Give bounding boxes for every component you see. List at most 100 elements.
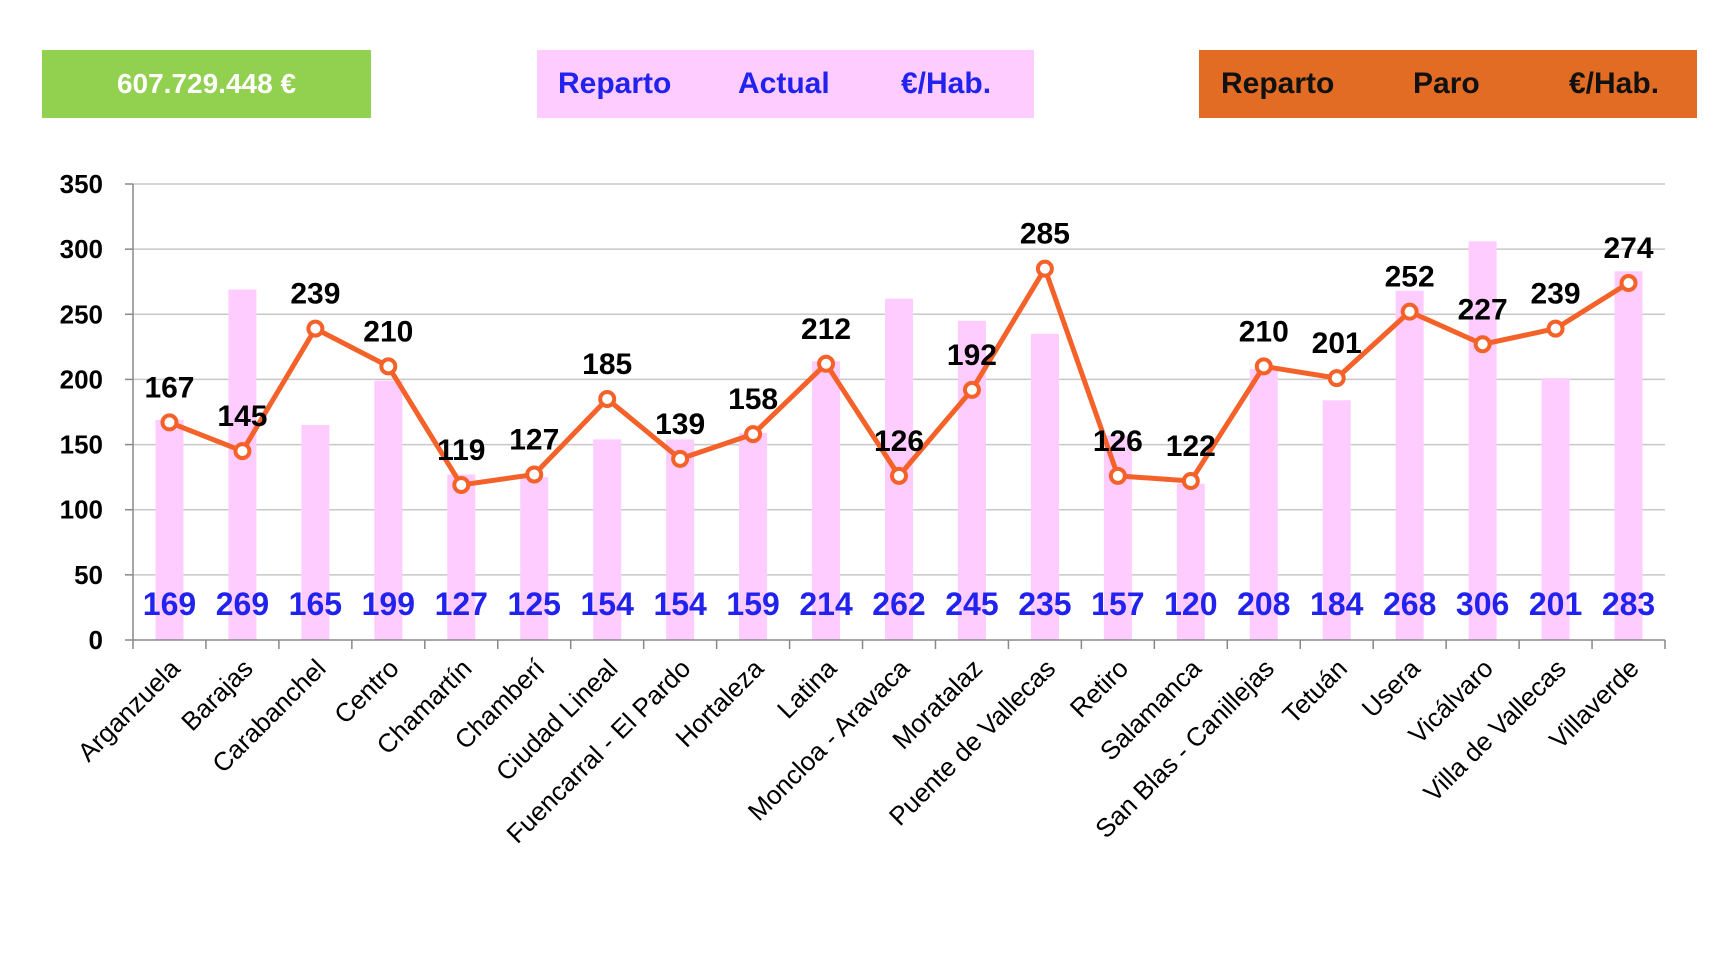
y-tick-label: 350: [60, 169, 103, 199]
bar-value-label: 154: [580, 586, 634, 622]
bar: [1322, 400, 1351, 640]
bar: [1468, 241, 1497, 640]
bar: [374, 380, 403, 640]
line-value-label: 126: [1093, 425, 1143, 458]
line-point: [598, 389, 617, 408]
bar-value-label: 262: [872, 586, 925, 622]
bar-value-label: 208: [1237, 586, 1290, 622]
total-budget-box: 607.729.448 €: [42, 50, 371, 118]
bar-value-label: 214: [799, 586, 853, 622]
bar-value-label: 159: [726, 586, 779, 622]
line-point: [671, 449, 690, 468]
bar: [666, 439, 695, 640]
reparto-actual-box: Reparto Actual €/Hab.: [537, 50, 1034, 118]
category-label: Tetuán: [1277, 653, 1353, 729]
line-point: [817, 354, 836, 373]
reparto-paro-box: Reparto Paro €/Hab.: [1199, 50, 1697, 118]
line-value-label: 127: [509, 424, 559, 457]
reparto-paro-word-1: Reparto: [1221, 67, 1335, 100]
reparto-paro-word-2: Paro: [1413, 67, 1480, 100]
line-value-label: 239: [290, 278, 340, 311]
bar-value-label: 120: [1164, 586, 1217, 622]
bar-value-label: 306: [1456, 586, 1509, 622]
line-point: [1619, 274, 1638, 293]
bar-value-label: 245: [945, 586, 998, 622]
line-value-label: 126: [874, 425, 924, 458]
bar: [1614, 271, 1643, 640]
bar-value-label: 157: [1091, 586, 1144, 622]
line-point: [525, 465, 544, 484]
line-value-label: 252: [1385, 261, 1435, 294]
line-point: [744, 425, 763, 444]
line-point: [233, 442, 252, 461]
bar-value-label: 169: [143, 586, 196, 622]
line-value-label: 119: [437, 434, 485, 467]
line-point: [452, 475, 471, 494]
line-point: [962, 380, 981, 399]
bar-value-label: 201: [1529, 586, 1582, 622]
reparto-actual-word-1: Reparto: [558, 67, 672, 100]
line-point: [379, 357, 398, 376]
bar: [1395, 290, 1424, 640]
total-budget-value: 607.729.448 €: [116, 68, 297, 99]
y-tick-label: 250: [60, 299, 103, 329]
reparto-actual-word-2: Actual: [738, 67, 830, 100]
line-point: [890, 466, 908, 485]
bar: [520, 477, 549, 640]
bar: [301, 425, 330, 640]
category-label: Arganzuela: [71, 653, 186, 768]
category-label: Usera: [1356, 653, 1427, 724]
line-value-label: 201: [1312, 327, 1362, 360]
bar-value-label: 165: [289, 586, 342, 622]
bar-value-label: 154: [653, 586, 707, 622]
bar-value-label: 269: [216, 586, 269, 622]
y-tick-label: 50: [74, 560, 103, 590]
line-value-label: 158: [728, 383, 778, 416]
bar-value-label: 125: [508, 586, 561, 622]
line-value-label: 212: [801, 313, 851, 346]
line-value-label: 185: [582, 348, 632, 381]
bar-value-label: 283: [1602, 586, 1655, 622]
bar: [228, 289, 257, 640]
line-point: [160, 413, 179, 432]
bar: [1176, 483, 1205, 640]
bar-value-label: 184: [1310, 586, 1364, 622]
category-label: Retiro: [1064, 653, 1134, 723]
line-value-label: 122: [1166, 430, 1216, 463]
y-tick-label: 300: [60, 234, 103, 264]
bar: [1541, 378, 1570, 640]
line-point: [1035, 259, 1054, 278]
bar-value-label: 127: [435, 586, 488, 622]
line-point: [1254, 357, 1273, 376]
line-point: [1546, 319, 1565, 338]
bar-value-label: 268: [1383, 586, 1436, 622]
line-value-label: 239: [1531, 278, 1581, 311]
line-point: [1181, 472, 1200, 491]
bar-value-label: 235: [1018, 586, 1071, 622]
bar: [812, 361, 841, 640]
bar: [1030, 333, 1059, 640]
line-value-label: 210: [1239, 315, 1289, 348]
bar: [447, 474, 476, 640]
line-value-label: 145: [217, 400, 267, 433]
reparto-actual-word-3: €/Hab.: [901, 67, 992, 100]
line-value-label: 139: [655, 408, 705, 441]
reparto-paro-word-3: €/Hab.: [1569, 67, 1660, 100]
line-point: [1108, 466, 1127, 485]
line-value-label: 274: [1603, 232, 1653, 265]
bar: [155, 419, 184, 640]
line-point: [306, 319, 325, 338]
line-point: [1327, 369, 1346, 388]
bar-value-label: 199: [362, 586, 415, 622]
bar: [1249, 369, 1278, 640]
category-label: Latina: [771, 653, 843, 725]
line-point: [1400, 302, 1419, 321]
line-value-label: 227: [1458, 293, 1508, 326]
y-tick-label: 150: [60, 430, 103, 460]
bar: [739, 432, 768, 640]
y-tick-label: 100: [60, 495, 103, 525]
line-value-label: 167: [144, 371, 194, 404]
line-value-label: 210: [363, 315, 413, 348]
y-tick-label: 0: [89, 625, 103, 655]
